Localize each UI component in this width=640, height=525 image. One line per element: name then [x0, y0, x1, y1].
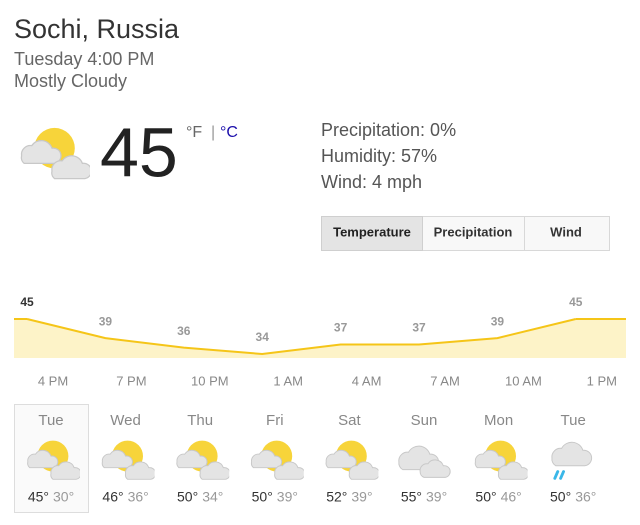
day-high: 45°: [28, 489, 49, 505]
day-icon: [250, 440, 304, 480]
day-low: 39°: [426, 489, 447, 505]
day-high: 50°: [475, 489, 496, 505]
value-label: 45: [569, 295, 583, 309]
day-name: Sat: [338, 412, 361, 429]
day-high: 50°: [177, 489, 198, 505]
value-label: 39: [491, 314, 505, 328]
day-low: 34°: [202, 489, 223, 505]
detail: Wind: 4 mph: [321, 172, 422, 192]
day-low: 46°: [501, 489, 522, 505]
detail: Precipitation: 0%: [321, 120, 456, 140]
day-name: Mon: [484, 412, 513, 429]
location: Sochi, Russia: [14, 14, 180, 44]
day-name: Fri: [266, 412, 284, 429]
day-low: 36°: [575, 489, 596, 505]
x-tick-label: 10 PM: [191, 373, 229, 388]
day-high: 50°: [252, 489, 273, 505]
tab[interactable]: Temperature: [333, 224, 411, 239]
day-name: Sun: [411, 412, 438, 429]
day-name: Thu: [187, 412, 213, 429]
day-icon: [398, 445, 451, 478]
x-tick-label: 4 PM: [38, 373, 68, 388]
day-name: Wed: [110, 412, 141, 429]
x-tick-label: 1 PM: [587, 373, 617, 388]
x-tick-label: 7 PM: [116, 373, 146, 388]
unit-f: °F: [186, 124, 202, 141]
day-name: Tue: [38, 412, 63, 429]
current-temp: 45: [100, 113, 178, 191]
tab-selected[interactable]: [321, 216, 423, 251]
dynamic: 45 4 PM 39 7 PM 36 10 PM 34 1 AM 37 4 AM 37 7 AM 39 1…: [14, 295, 626, 505]
value-label: 36: [177, 324, 191, 338]
day-low: 39°: [277, 489, 298, 505]
day-low: 36°: [128, 489, 149, 505]
tab[interactable]: Precipitation: [434, 224, 513, 239]
x-tick-label: 7 AM: [430, 373, 460, 388]
x-tick-label: 1 AM: [273, 373, 303, 388]
day-icon: [101, 440, 155, 480]
condition: Mostly Cloudy: [14, 71, 127, 91]
x-tick-label: 10 AM: [505, 373, 542, 388]
day-icon: [550, 440, 594, 480]
unit-separator: |: [211, 124, 215, 141]
day-high: 52°: [326, 489, 347, 505]
value-label: 45: [20, 295, 34, 309]
day-icon: [325, 440, 379, 480]
tab[interactable]: Wind: [550, 224, 582, 239]
day-high: 50°: [550, 489, 571, 505]
value-label: 39: [99, 314, 113, 328]
x-tick-label: 4 AM: [352, 373, 382, 388]
day-high: 55°: [401, 489, 422, 505]
current-icon: [20, 127, 90, 180]
value-label: 37: [334, 321, 348, 335]
detail: Humidity: 57%: [321, 146, 437, 166]
time: Tuesday 4:00 PM: [14, 49, 154, 69]
unit-c[interactable]: °C: [220, 124, 238, 141]
area: [14, 319, 626, 358]
day-high: 46°: [102, 489, 123, 505]
day-icon: [474, 440, 528, 480]
day-icon: [176, 440, 230, 480]
line: [26, 318, 577, 356]
day-low: 39°: [351, 489, 372, 505]
value-label: 37: [412, 321, 426, 335]
day-name: Tue: [561, 412, 586, 429]
day-low: 30°: [53, 489, 74, 505]
value-label: 34: [256, 330, 270, 344]
